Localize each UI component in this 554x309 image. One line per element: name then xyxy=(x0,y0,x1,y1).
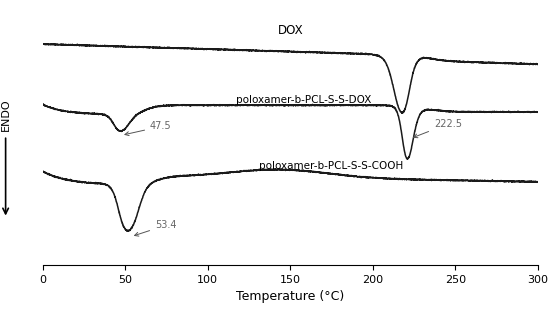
Text: DOX: DOX xyxy=(278,23,303,36)
X-axis label: Temperature (°C): Temperature (°C) xyxy=(236,290,345,303)
Text: poloxamer-b-PCL-S-S-COOH: poloxamer-b-PCL-S-S-COOH xyxy=(259,161,404,171)
Text: 47.5: 47.5 xyxy=(125,121,172,136)
Text: 222.5: 222.5 xyxy=(414,119,462,138)
Text: ENDO: ENDO xyxy=(1,98,11,131)
Text: 53.4: 53.4 xyxy=(135,220,177,236)
Text: poloxamer-b-PCL-S-S-DOX: poloxamer-b-PCL-S-S-DOX xyxy=(236,95,371,105)
